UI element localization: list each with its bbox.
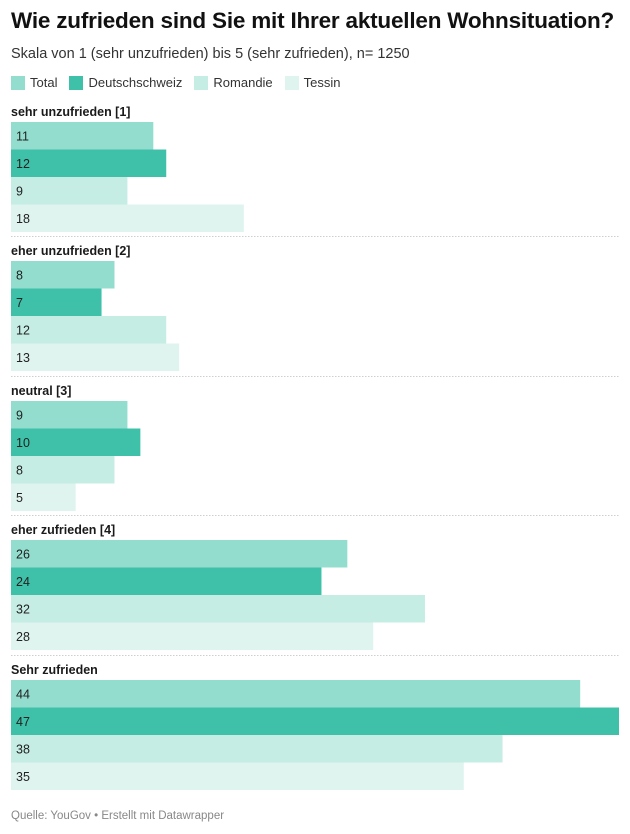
bar-value-label: 12: [16, 323, 30, 337]
bar-value-label: 35: [16, 770, 30, 784]
bar-neutral-3-romandie: [11, 456, 115, 484]
bar-value-label: 5: [16, 491, 23, 505]
bar-neutral-3-total: [11, 401, 128, 429]
legend-item-total: Total: [11, 75, 57, 90]
bar-sehr-unzufrieden-1-tessin: [11, 204, 244, 232]
bar-value-label: 12: [16, 157, 30, 171]
legend-label-romandie: Romandie: [213, 75, 273, 90]
group-label-neutral-3: neutral [3]: [11, 384, 71, 398]
bar-value-label: 8: [16, 463, 23, 477]
bar-sehr-zufrieden-tessin: [11, 762, 464, 790]
bar-eher-zufrieden-4-romandie: [11, 595, 425, 623]
legend-label-deutschschweiz: Deutschschweiz: [88, 75, 183, 90]
bar-value-label: 8: [16, 268, 23, 282]
bar-sehr-unzufrieden-1-total: [11, 122, 154, 150]
legend-label-tessin: Tessin: [303, 75, 341, 90]
legend-label-total: Total: [30, 75, 58, 90]
bar-sehr-zufrieden-deutschschweiz: [11, 707, 619, 735]
legend-swatch-total: [11, 75, 25, 90]
legend: Total Deutschschweiz Romandie Tessin: [11, 75, 353, 90]
group-label-sehr-unzufrieden-1: sehr unzufrieden [1]: [11, 105, 130, 119]
bar-sehr-unzufrieden-1-romandie: [11, 177, 128, 205]
legend-swatch-romandie: [194, 75, 209, 90]
bar-value-label: 26: [16, 547, 30, 561]
bar-eher-unzufrieden-2-romandie: [11, 316, 167, 344]
bar-eher-unzufrieden-2-total: [11, 261, 115, 289]
bar-neutral-3-deutschschweiz: [11, 428, 141, 456]
bar-sehr-zufrieden-total: [11, 680, 581, 708]
bar-eher-zufrieden-4-tessin: [11, 622, 374, 650]
bar-value-label: 24: [16, 575, 30, 589]
bar-value-label: 10: [16, 436, 30, 450]
bar-value-label: 38: [16, 742, 30, 756]
bar-eher-unzufrieden-2-deutschschweiz: [11, 288, 102, 316]
bar-sehr-zufrieden-romandie: [11, 735, 503, 763]
legend-swatch-tessin: [284, 75, 299, 90]
bar-eher-zufrieden-4-deutschschweiz: [11, 567, 322, 595]
bar-value-label: 11: [16, 129, 29, 143]
legend-item-romandie: Romandie: [194, 75, 273, 90]
chart-subtitle: Skala von 1 (sehr unzufrieden) bis 5 (se…: [11, 46, 410, 62]
bar-value-label: 9: [16, 408, 23, 422]
bar-value-label: 44: [16, 687, 30, 701]
group-label-eher-unzufrieden-2: eher unzufrieden [2]: [11, 244, 130, 258]
source-footer: Quelle: YouGov • Erstellt mit Datawrappe…: [11, 810, 225, 822]
legend-swatch-deutschschweiz: [69, 75, 84, 90]
legend-item-deutschschweiz: Deutschschweiz: [69, 75, 182, 90]
group-label-eher-zufrieden-4: eher zufrieden [4]: [11, 523, 115, 537]
bar-value-label: 13: [16, 351, 30, 365]
bar-value-label: 47: [16, 715, 30, 729]
bar-value-label: 28: [16, 630, 30, 644]
bar-value-label: 32: [16, 602, 30, 616]
legend-item-tessin: Tessin: [284, 75, 341, 90]
chart-title: Wie zufrieden sind Sie mit Ihrer aktuell…: [11, 8, 615, 33]
bar-value-label: 18: [16, 212, 30, 226]
group-label-sehr-zufrieden: Sehr zufrieden: [11, 663, 98, 677]
bar-eher-unzufrieden-2-tessin: [11, 343, 180, 371]
bar-value-label: 7: [16, 296, 23, 310]
bar-neutral-3-tessin: [11, 483, 76, 511]
bar-value-label: 9: [16, 184, 23, 198]
bar-eher-zufrieden-4-total: [11, 540, 348, 568]
bar-sehr-unzufrieden-1-deutschschweiz: [11, 149, 167, 177]
